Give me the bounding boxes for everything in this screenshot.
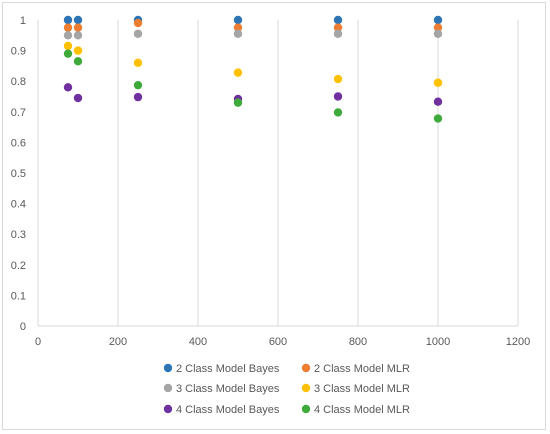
data-point [133,58,143,68]
legend: 2 Class Model Bayes 2 Class Model MLR 3 Cl… [163,363,410,416]
x-tick-label: 400 [189,336,207,348]
data-point [233,23,243,32]
data-point [433,78,443,87]
legend-marker [301,404,311,414]
legend-marker [163,404,173,414]
data-point [63,15,73,25]
legend-label: 4 Class Model MLR [314,404,410,416]
data-point [133,18,143,28]
y-tick-label: 0.2 [11,260,26,272]
data-point [333,15,343,25]
data-point [433,29,443,38]
x-tick-label: 800 [349,336,367,348]
data-point [233,98,243,107]
data-point [73,23,83,32]
legend-label: 3 Class Model Bayes [176,383,280,395]
data-point [63,41,73,51]
chart-frame [2,2,546,430]
data-point [333,108,343,117]
data-point [133,80,143,90]
points-layer [63,15,443,123]
data-point [433,23,443,32]
grid-layer [117,20,519,326]
y-tick-label: 0.5 [11,168,26,180]
y-tick-label: 0.6 [11,137,26,149]
data-point [63,83,73,92]
y-tick-label: 0.1 [11,290,26,302]
data-point [73,31,83,40]
data-point [233,15,243,25]
data-point [73,46,83,55]
y-tick-label: 0.7 [11,107,26,119]
data-point [233,29,243,38]
y-tick-label: 0.3 [11,229,26,241]
data-point [133,29,143,38]
legend-marker [163,383,173,393]
y-tick-label: 0.4 [11,199,26,211]
data-point [333,92,343,101]
data-point [333,74,343,84]
x-tick-label: 0 [35,336,41,348]
legend-label: 2 Class Model Bayes [176,363,280,375]
legend-marker [301,383,311,393]
legend-label: 4 Class Model Bayes [176,404,280,416]
y-tick-label: 0.9 [11,46,26,58]
data-point [333,23,343,32]
data-point [433,15,443,25]
data-point [73,15,83,25]
data-point [433,114,443,123]
data-point [233,68,243,77]
data-point [433,97,443,106]
legend-label: 2 Class Model MLR [314,363,410,375]
axis-layer: 0 200 400 600 800 1000 1200 0 0.1 0.2 0.3 0.4 0.5 0.6… [11,15,531,348]
legend-marker [163,363,173,373]
x-tick-label: 1000 [426,336,450,348]
x-tick-label: 200 [109,336,127,348]
data-point [333,29,343,38]
data-point [73,57,83,66]
x-tick-label: 1200 [506,336,530,348]
data-point [63,31,73,40]
data-point [73,93,83,103]
data-point [63,23,73,32]
y-tick-label: 0.8 [11,76,26,88]
x-tick-label: 600 [269,336,287,348]
y-tick-label: 0 [20,321,26,333]
legend-label: 3 Class Model MLR [314,383,410,395]
data-point [133,92,143,102]
y-tick-label: 1 [20,15,26,27]
legend-marker [301,363,311,373]
data-point [63,49,73,58]
